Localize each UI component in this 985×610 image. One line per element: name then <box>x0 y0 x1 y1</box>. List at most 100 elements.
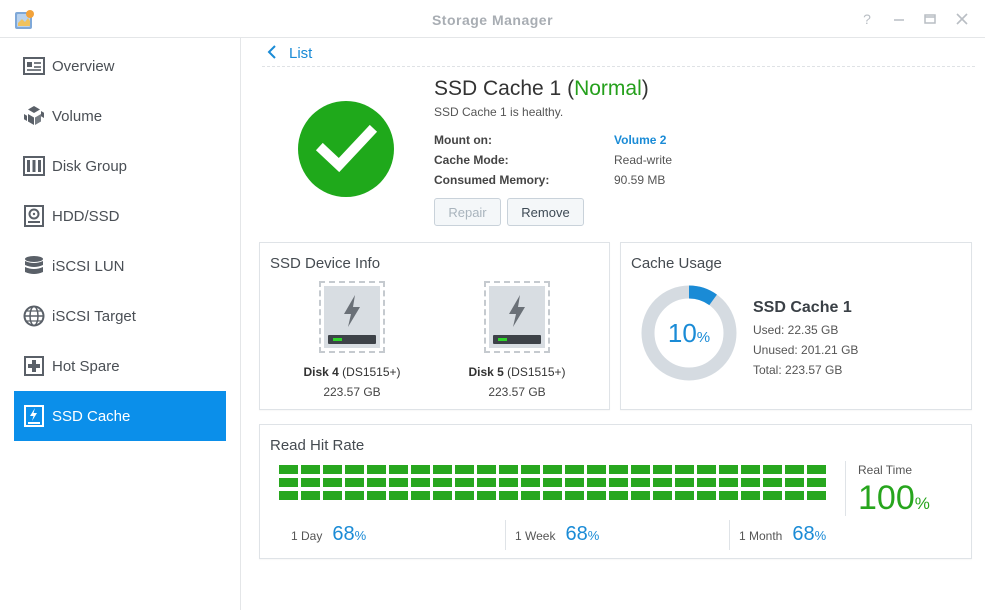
cache-name: SSD Cache 1 <box>434 77 562 100</box>
sidebar-item-label: iSCSI Target <box>52 307 136 325</box>
mount-on-value[interactable]: Volume 2 <box>614 133 667 147</box>
meter-cell <box>763 465 782 474</box>
meter-cell <box>719 478 738 487</box>
meter-cell <box>521 491 540 500</box>
meter-cell <box>345 491 364 500</box>
disk-item[interactable]: Disk 5 (DS1515+) 223.57 GB <box>452 281 582 399</box>
meter-cell <box>741 491 760 500</box>
sidebar-item-label: Hot Spare <box>52 357 120 375</box>
usage-total: Total: 223.57 GB <box>753 363 843 377</box>
remove-button[interactable]: Remove <box>507 198 584 226</box>
meter-cell <box>565 465 584 474</box>
sidebar-item-volume[interactable]: Volume <box>14 91 226 141</box>
meter-cell <box>345 478 364 487</box>
repair-button[interactable]: Repair <box>434 198 501 226</box>
meter-cell <box>697 478 716 487</box>
sidebar-item-label: SSD Cache <box>52 407 131 425</box>
ssd-drive-icon <box>484 281 550 353</box>
volume-icon <box>23 105 45 127</box>
meter-cell <box>323 478 342 487</box>
meter-cell <box>477 465 496 474</box>
meter-cell <box>675 478 694 487</box>
meter-cell <box>455 465 474 474</box>
meter-cell <box>499 478 518 487</box>
meter-cell <box>565 491 584 500</box>
consumed-memory-value: 90.59 MB <box>614 173 666 187</box>
meter-cell <box>499 491 518 500</box>
close-icon[interactable] <box>954 11 970 27</box>
sidebar-item-iscsi-target[interactable]: iSCSI Target <box>14 291 226 341</box>
meter-cell <box>807 478 826 487</box>
meter-cell <box>653 491 672 500</box>
sidebar-item-hot-spare[interactable]: Hot Spare <box>14 341 226 391</box>
sidebar-item-label: HDD/SSD <box>52 207 120 225</box>
realtime-label: Real Time <box>858 463 913 477</box>
meter-cell <box>807 491 826 500</box>
meter-cell <box>301 491 320 500</box>
meter-cell <box>279 465 298 474</box>
meter-cell <box>785 491 804 500</box>
ssd-device-info-panel: SSD Device Info Disk 4 (DS1515+) 223.57 … <box>259 242 610 410</box>
donut-used-arc <box>641 285 737 381</box>
divider <box>729 520 730 550</box>
meter-cell <box>389 465 408 474</box>
meter-cell <box>785 478 804 487</box>
window-title: Storage Manager <box>431 12 554 28</box>
meter-cell <box>587 478 606 487</box>
usage-percent: 10% <box>667 317 711 348</box>
maximize-icon[interactable] <box>922 11 938 27</box>
meter-cell <box>455 491 474 500</box>
meter-cell <box>345 465 364 474</box>
iscsi-target-icon <box>23 305 45 327</box>
meter-cell <box>719 465 738 474</box>
meter-cell <box>697 491 716 500</box>
sidebar-item-overview[interactable]: Overview <box>14 41 226 91</box>
meter-cell <box>477 491 496 500</box>
help-icon[interactable]: ? <box>863 11 871 27</box>
sidebar-item-iscsi-lun[interactable]: iSCSI LUN <box>14 241 226 291</box>
meter-cell <box>741 478 760 487</box>
disk-name: Disk 5 (DS1515+) <box>468 365 566 379</box>
stat-1-week: 1 Week 68% <box>515 523 600 545</box>
meter-cell <box>367 478 386 487</box>
cache-title: SSD Cache 1 (Normal) <box>434 77 649 101</box>
hdd-icon <box>23 205 45 227</box>
meter-cell <box>279 491 298 500</box>
meter-cell <box>389 491 408 500</box>
panel-title: Cache Usage <box>631 255 722 272</box>
hot-spare-icon <box>23 355 45 377</box>
cache-status: Normal <box>574 77 642 100</box>
disk-group-icon <box>23 155 45 177</box>
meter-cell <box>587 465 606 474</box>
meter-cell <box>653 465 672 474</box>
sidebar-item-ssd-cache[interactable]: SSD Cache <box>14 391 226 441</box>
meter-cell <box>499 465 518 474</box>
cache-mode-label: Cache Mode: <box>434 153 509 167</box>
meter-cell <box>653 478 672 487</box>
meter-cell <box>631 465 650 474</box>
disk-size: 223.57 GB <box>323 385 381 399</box>
sidebar-item-label: Disk Group <box>52 157 128 175</box>
back-to-list-link[interactable]: List <box>267 43 312 64</box>
usage-used: Used: 22.35 GB <box>753 323 839 337</box>
meter-cell <box>433 465 452 474</box>
meter-cell <box>675 491 694 500</box>
meter-cell <box>433 478 452 487</box>
divider <box>262 66 975 67</box>
sidebar-item-disk-group[interactable]: Disk Group <box>14 141 226 191</box>
minimize-icon[interactable] <box>891 11 907 27</box>
meter-cell <box>433 491 452 500</box>
main-content: List SSD Cache 1 (Normal) SSD Cache 1 is… <box>242 38 985 610</box>
meter-cell <box>763 478 782 487</box>
disk-item[interactable]: Disk 4 (DS1515+) 223.57 GB <box>287 281 417 399</box>
sidebar-item-label: iSCSI LUN <box>52 257 125 275</box>
status-paren-close: ) <box>641 77 649 100</box>
meter-cell <box>411 465 430 474</box>
realtime-value: 100% <box>858 479 930 517</box>
sidebar-item-label: Volume <box>52 107 103 125</box>
meter-cell <box>367 491 386 500</box>
divider <box>845 461 846 516</box>
back-label: List <box>289 45 313 62</box>
sidebar-item-hdd-ssd[interactable]: HDD/SSD <box>14 191 226 241</box>
title-bar: Storage Manager ? <box>0 0 985 38</box>
